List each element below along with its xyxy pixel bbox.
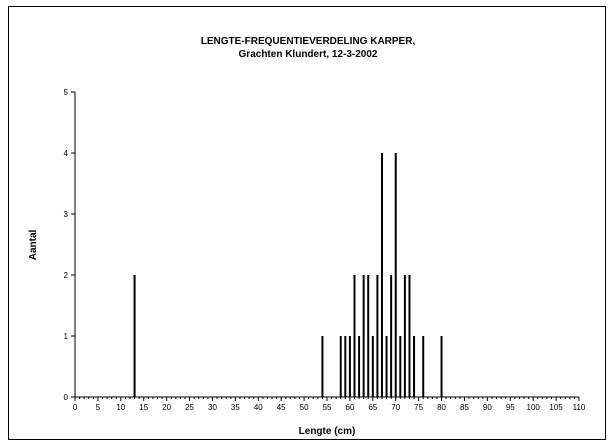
x-tick-label: 110	[573, 403, 586, 412]
x-tick-label: 60	[345, 403, 354, 412]
bar	[133, 275, 136, 397]
chart-svg: LENGTE-FREQUENTIEVERDELING KARPER, Grach…	[28, 36, 586, 437]
y-tick-label: 2	[64, 271, 69, 280]
x-tick-label: 105	[549, 403, 563, 412]
bar	[399, 336, 402, 397]
bar	[358, 336, 361, 397]
y-tick-label: 5	[64, 88, 69, 97]
bar	[380, 153, 383, 397]
y-axis-label: Aantal	[28, 229, 39, 260]
x-tick-label: 20	[162, 403, 171, 412]
bar	[413, 336, 416, 397]
x-tick-label: 70	[391, 403, 400, 412]
x-tick-label: 40	[254, 403, 263, 412]
bar	[344, 336, 347, 397]
chart-frame: LENGTE-FREQUENTIEVERDELING KARPER, Grach…	[8, 6, 606, 440]
y-ticks: 0 1 2 3 4 5	[64, 88, 75, 402]
x-tick-label: 50	[300, 403, 309, 412]
x-tick-label: 5	[96, 403, 101, 412]
bars	[133, 153, 443, 397]
bar	[339, 336, 342, 397]
x-tick-label: 25	[185, 403, 194, 412]
x-ticks: 0 5 10 15 20 25 30 35 40 45 50 55 60 65 70 75 80 85 90 95 10…	[73, 397, 586, 412]
chart-title: LENGTE-FREQUENTIEVERDELING KARPER,	[201, 36, 416, 47]
x-tick-label: 35	[231, 403, 240, 412]
bar	[422, 336, 425, 397]
x-tick-label: 100	[527, 403, 541, 412]
bar	[376, 275, 379, 397]
x-tick-label: 10	[116, 403, 125, 412]
x-tick-label: 65	[368, 403, 377, 412]
x-tick-label: 85	[460, 403, 469, 412]
x-tick-label: 15	[139, 403, 148, 412]
bar	[321, 336, 324, 397]
bar	[394, 153, 397, 397]
x-axis-label: Lengte (cm)	[299, 426, 356, 437]
x-tick-label: 30	[208, 403, 217, 412]
y-tick-label: 3	[64, 210, 69, 219]
x-tick-label: 75	[414, 403, 423, 412]
bar	[367, 275, 370, 397]
bar	[362, 275, 365, 397]
x-tick-label: 0	[73, 403, 78, 412]
x-tick-label: 90	[483, 403, 492, 412]
x-tick-label: 55	[323, 403, 332, 412]
bar	[403, 275, 406, 397]
bar	[408, 275, 411, 397]
y-tick-label: 1	[64, 332, 69, 341]
x-tick-label: 45	[277, 403, 286, 412]
y-tick-label: 4	[64, 149, 69, 158]
bar	[353, 275, 356, 397]
bar	[440, 336, 443, 397]
y-tick-label: 0	[64, 393, 69, 402]
bar	[385, 336, 388, 397]
bar	[371, 336, 374, 397]
x-tick-label: 80	[437, 403, 446, 412]
bar	[390, 275, 393, 397]
x-tick-label: 95	[506, 403, 515, 412]
bar	[348, 336, 351, 397]
chart-subtitle: Grachten Klundert, 12-3-2002	[239, 49, 378, 60]
